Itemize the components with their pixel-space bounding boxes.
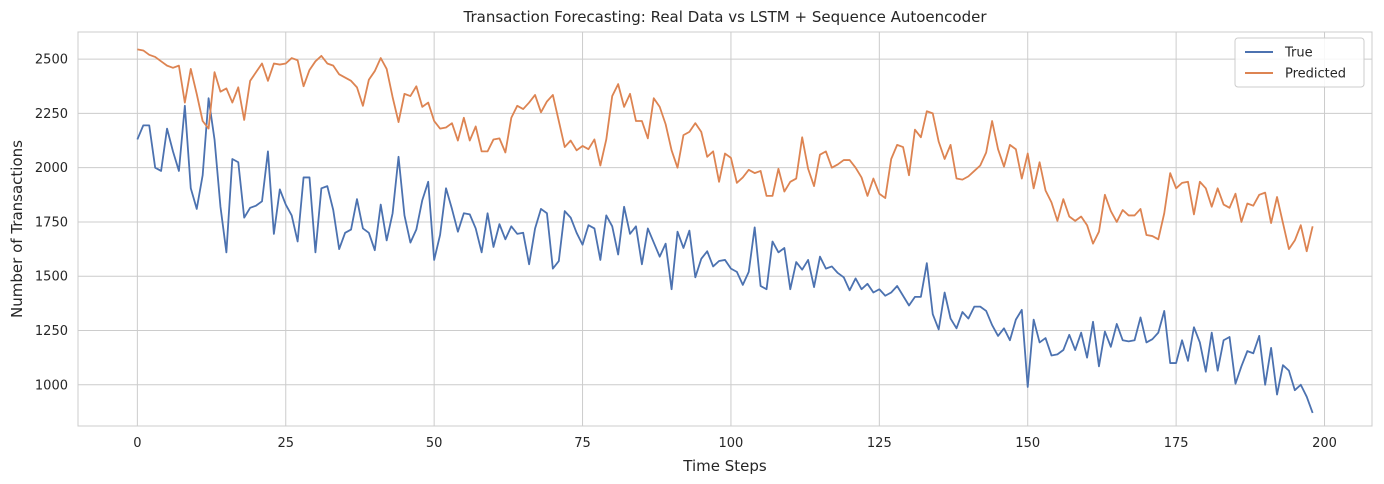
tick-labels: 0 25 50 75 100 125 150 175 200 1000 1250 1500 1750 20… <box>35 53 1337 451</box>
x-tick-label: 0 <box>133 436 141 451</box>
x-tick-label: 50 <box>426 436 443 451</box>
chart-title: Transaction Forecasting: Real Data vs LS… <box>463 8 988 26</box>
x-tick-label: 125 <box>867 436 892 451</box>
y-tick-label: 1000 <box>35 378 68 393</box>
y-tick-label: 1250 <box>35 324 68 339</box>
legend-label-predicted: Predicted <box>1285 67 1346 82</box>
plot-frame <box>77 31 1373 427</box>
y-axis-title: Number of Transactions <box>8 140 26 318</box>
x-tick-label: 175 <box>1164 436 1189 451</box>
x-tick-label: 200 <box>1312 436 1337 451</box>
legend-box <box>1234 37 1365 88</box>
x-tick-label: 75 <box>574 436 591 451</box>
legend: True Predicted <box>1234 37 1365 88</box>
series-line-true <box>136 97 1314 414</box>
legend-label-true: True <box>1284 46 1313 61</box>
series-line-predicted <box>137 48 1314 253</box>
y-tick-label: 2250 <box>35 107 68 122</box>
series-lines <box>136 48 1314 414</box>
y-tick-label: 2500 <box>35 53 68 68</box>
x-axis-title: Time Steps <box>682 457 767 475</box>
y-tick-label: 1500 <box>35 270 68 285</box>
y-tick-label: 1750 <box>35 215 68 230</box>
y-tick-label: 2000 <box>35 161 68 176</box>
x-tick-label: 150 <box>1015 436 1040 451</box>
x-tick-label: 25 <box>277 436 294 451</box>
x-tick-label: 100 <box>719 436 744 451</box>
